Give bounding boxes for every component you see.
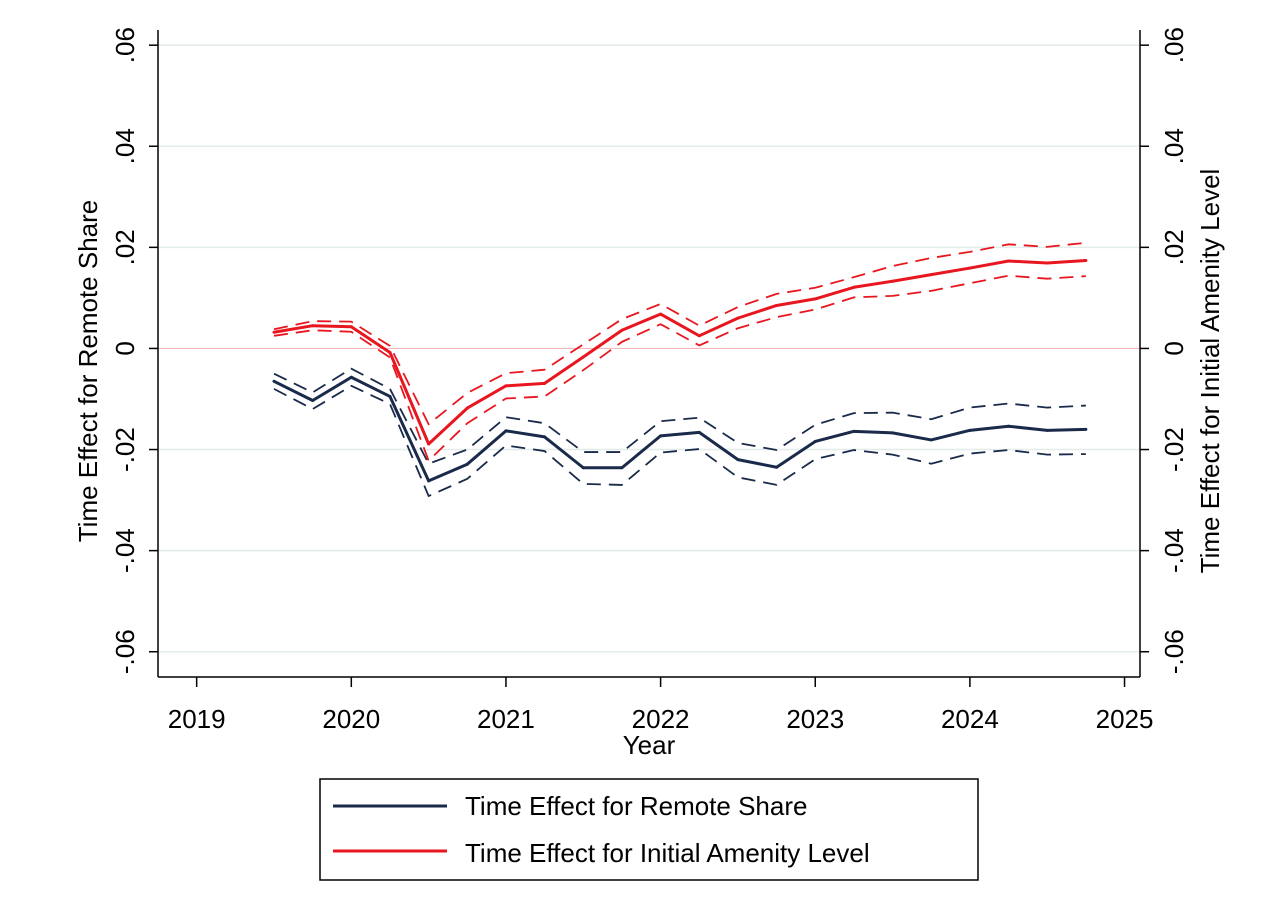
y-tick-label-left-5: .04 [110,128,140,164]
series-1-point-5 [465,406,469,410]
series-1-point-17 [929,273,933,277]
series-0-point-15 [852,429,856,433]
grid-layer [158,44,1140,653]
series-0-point-20 [1045,428,1049,432]
y-tick-label-right-2: -.02 [1159,427,1189,472]
y-tick-label-right-4: .02 [1159,229,1189,265]
y-tick-label-right-0: -.06 [1159,629,1189,674]
series-1-point-18 [968,266,972,270]
legend-label-remote-share: Time Effect for Remote Share [465,791,807,821]
series-1-upper-ci [273,241,1086,426]
series-0-point-16 [891,431,895,435]
series-1-point-6 [504,384,508,388]
legend: Time Effect for Remote Share Time Effect… [319,778,979,881]
series-1-point-4 [427,442,431,446]
series-0-point-9 [620,466,624,470]
x-tick-label-5: 2024 [941,704,999,734]
series-0-point-4 [427,479,431,483]
series-0-point-0 [272,379,276,383]
y-tick-label-left-4: .02 [110,229,140,265]
series-1-point-9 [620,328,624,332]
series-1-point-11 [697,334,701,338]
labels-layer: Year Time Effect for Remote Share Time E… [73,169,1225,760]
series-0-lower-ci [273,384,1086,497]
series-0-point-1 [311,399,315,403]
series-1-point-10 [659,312,663,316]
y-tick-label-left-1: -.04 [110,528,140,573]
x-tick-label-3: 2022 [632,704,690,734]
series-1-point-0 [272,330,276,334]
series-1-point-13 [775,303,779,307]
x-tick-label-2: 2021 [477,704,535,734]
y-tick-label-left-3: 0 [110,341,140,355]
y-tick-label-right-5: .04 [1159,128,1189,164]
y-axis-label-right: Time Effect for Initial Amenity Level [1195,169,1225,574]
y-tick-label-right-3: 0 [1159,341,1189,355]
y-tick-label-left-2: -.02 [110,427,140,472]
series-1-point-21 [1084,258,1088,262]
legend-label-initial-amenity: Time Effect for Initial Amenity Level [465,838,870,868]
series-1-point-3 [388,350,392,354]
y-tick-label-right-6: .06 [1159,27,1189,63]
series-0-point-21 [1084,427,1088,431]
series-1-point-8 [581,355,585,359]
y-tick-label-left-6: .06 [110,27,140,63]
series-1-point-12 [736,316,740,320]
x-tick-label-6: 2025 [1096,704,1154,734]
y-tick-label-right-1: -.04 [1159,528,1189,573]
series-0-point-6 [504,429,508,433]
series-0-point-13 [775,465,779,469]
series-0-point-14 [813,439,817,443]
series-0-line [273,375,1086,483]
y-tick-label-left-0: -.06 [110,629,140,674]
series-1-point-20 [1045,261,1049,265]
series-0-point-3 [388,394,392,398]
x-tick-label-4: 2023 [786,704,844,734]
series-1-point-16 [891,279,895,283]
series-0 [272,367,1088,497]
series-1-lower-ci [273,274,1086,462]
series-0-point-10 [659,434,663,438]
series-1-point-15 [852,285,856,289]
series-0-point-2 [349,375,353,379]
series-0-point-12 [736,458,740,462]
series-0-point-18 [968,428,972,432]
series-0-point-19 [1007,424,1011,428]
series-0-point-7 [543,435,547,439]
series-layer [272,241,1088,497]
series-0-point-8 [581,466,585,470]
series-1-point-2 [349,325,353,329]
series-0-point-17 [929,438,933,442]
series-0-point-5 [465,462,469,466]
series-0-point-11 [697,430,701,434]
series-1 [272,241,1088,462]
x-tick-label-1: 2020 [322,704,380,734]
series-0-upper-ci [273,367,1086,465]
y-axis-label-left: Time Effect for Remote Share [73,200,103,542]
x-axis-label: Year [623,730,676,760]
series-1-line [273,258,1086,446]
series-1-point-19 [1007,259,1011,263]
series-1-point-14 [813,297,817,301]
axes-layer: -.06 -.06 -.04 -.04 -.02 -.02 0 0 .02 .02 .04 .04 .0… [110,27,1189,734]
x-tick-label-0: 2019 [168,704,226,734]
series-1-point-7 [543,381,547,385]
legend-box [319,778,979,881]
series-1-point-1 [311,324,315,328]
